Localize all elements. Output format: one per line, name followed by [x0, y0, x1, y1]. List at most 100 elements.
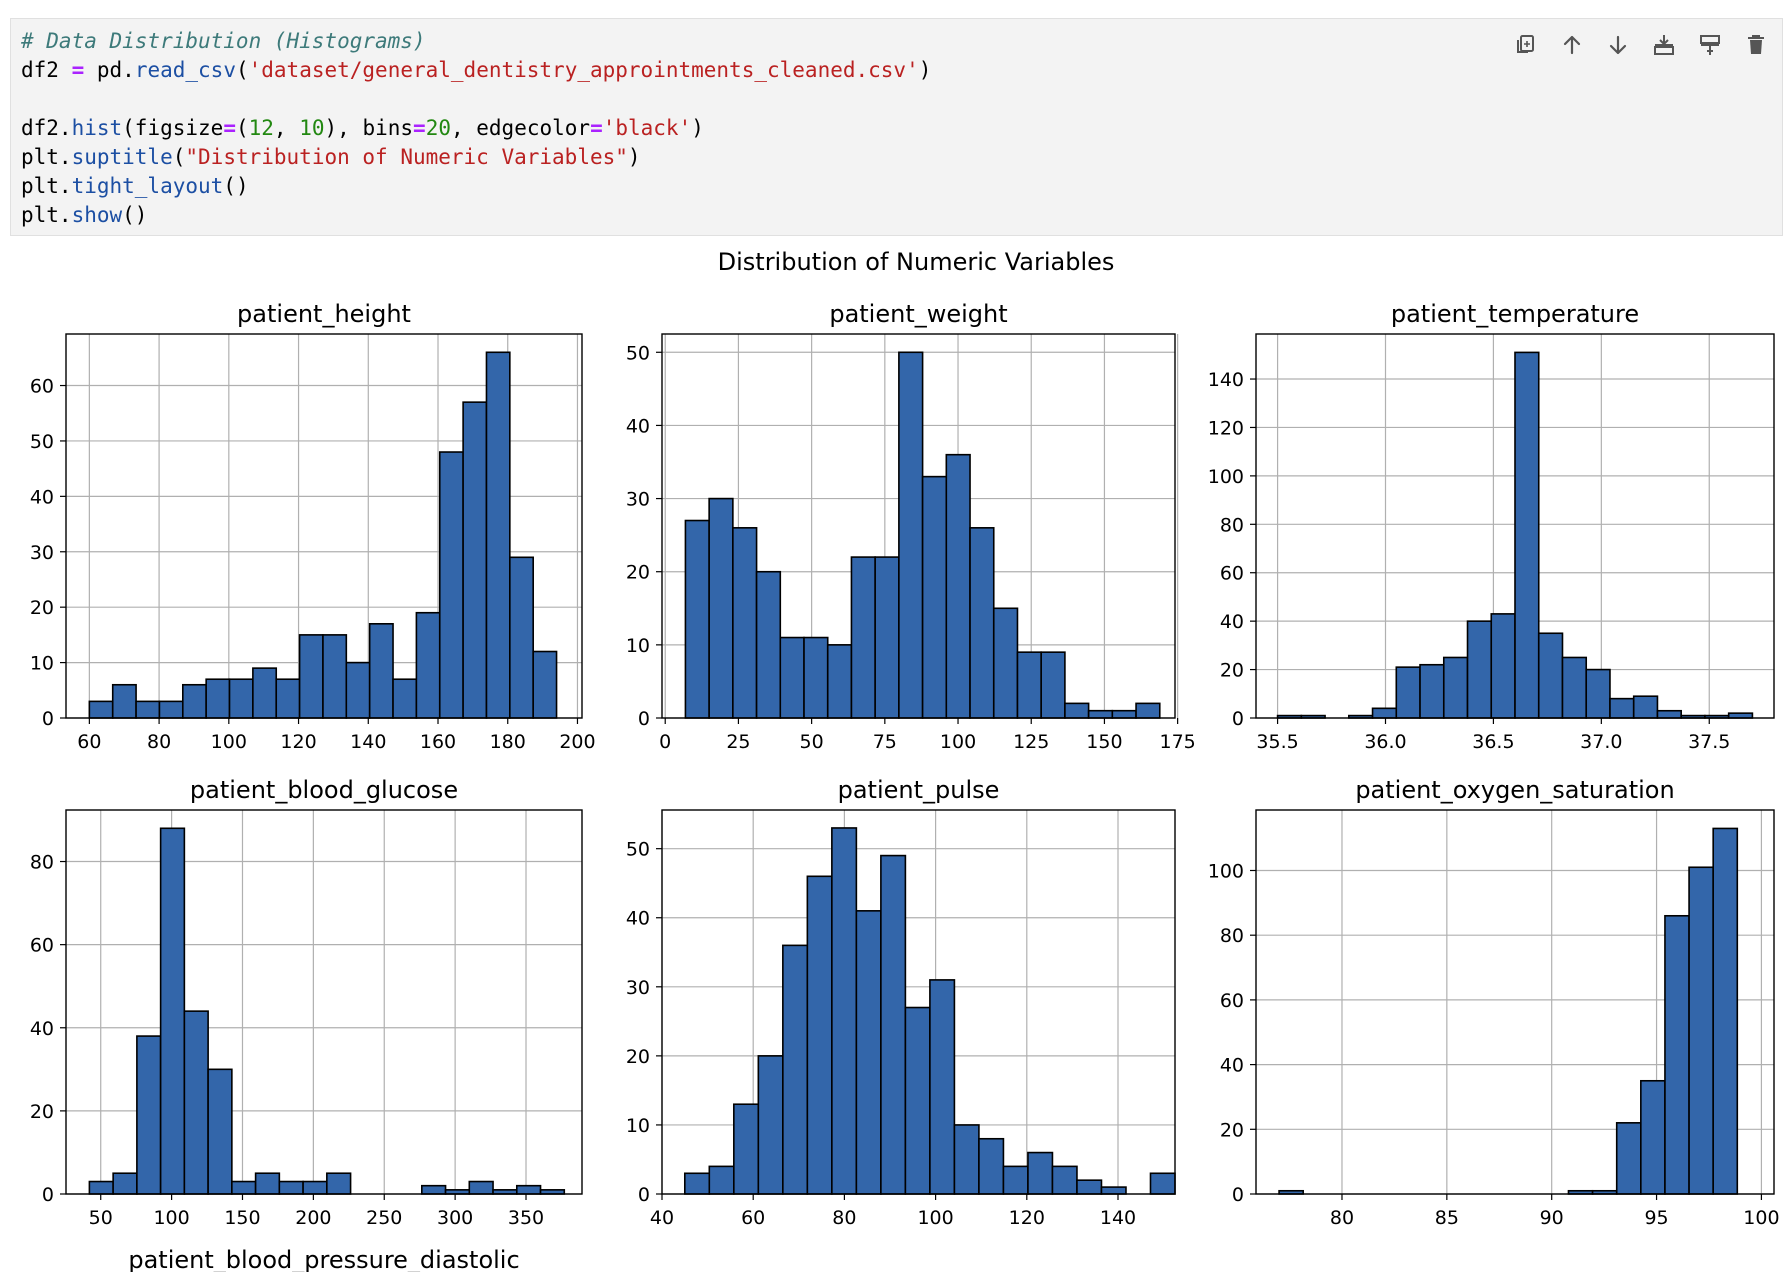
y-tick-label: 40: [30, 486, 54, 508]
histogram-bar: [1016, 651, 1042, 719]
y-tick-label: 20: [30, 1101, 54, 1123]
y-tick-label: 30: [626, 977, 650, 999]
histogram-bar: [368, 623, 394, 719]
x-tick-label: 36.5: [1472, 731, 1514, 753]
code-line: plt.show(): [21, 201, 931, 230]
histogram-bar: [136, 1035, 162, 1195]
y-tick-label: 80: [1220, 925, 1244, 947]
histogram-bar: [298, 634, 324, 719]
histogram-bar: [415, 611, 441, 719]
next-subplot-title: patient_blood_pressure_diastolic: [128, 1246, 519, 1272]
code-token: (): [122, 203, 148, 227]
y-tick-label: 20: [626, 1046, 650, 1068]
histogram-bar: [1712, 827, 1739, 1195]
code-token: plt.: [21, 145, 72, 169]
move-up-button[interactable]: [1554, 27, 1590, 63]
code-token: df2: [21, 58, 72, 82]
code-token: pd.: [84, 58, 135, 82]
histogram-bar: [757, 1055, 784, 1195]
histogram-bar: [1585, 668, 1611, 719]
x-tick-label: 150: [224, 1207, 260, 1229]
code-token: "Distribution of Numeric Variables": [185, 145, 628, 169]
y-tick-label: 10: [626, 1115, 650, 1137]
axes-frame: [1255, 333, 1775, 719]
histogram-bar: [231, 1180, 257, 1195]
x-tick-label: 85: [1435, 1207, 1459, 1229]
x-tick-label: 40: [650, 1207, 674, 1229]
code-token: (: [235, 116, 249, 140]
histogram-bar: [1490, 613, 1516, 719]
histogram-bar: [181, 683, 207, 719]
y-tick-label: 0: [1232, 708, 1244, 730]
histogram-bar: [158, 700, 184, 719]
code-token: (: [172, 145, 186, 169]
x-tick-label: 100: [153, 1207, 189, 1229]
y-tick-label: 40: [626, 908, 650, 930]
code-token: 'dataset/general_dentistry_approintments…: [248, 58, 919, 82]
code-token: ): [691, 116, 704, 140]
y-tick-label: 0: [42, 1184, 54, 1206]
histogram-bar: [509, 556, 534, 719]
x-tick-label: 125: [1013, 731, 1049, 753]
y-tick-label: 100: [1208, 860, 1244, 882]
y-tick-label: 40: [1220, 1055, 1244, 1077]
y-tick-label: 10: [626, 635, 650, 657]
code-token: ): [918, 58, 932, 82]
duplicate-cell-button[interactable]: [1508, 27, 1544, 63]
histogram-bar: [207, 1068, 233, 1195]
histogram-bar: [782, 944, 809, 1195]
x-tick-label: 60: [741, 1207, 765, 1229]
histogram-bar: [1615, 1122, 1642, 1195]
histogram-bar: [1537, 632, 1564, 719]
histogram-bar: [683, 1172, 711, 1195]
histogram-bar: [1442, 656, 1469, 719]
axes-frame: [65, 333, 583, 719]
x-tick-label: 80: [1330, 1207, 1354, 1229]
histogram-bar: [755, 570, 782, 719]
histogram-bar: [992, 607, 1019, 719]
insert-below-button[interactable]: [1646, 27, 1682, 63]
y-tick-label: 10: [30, 653, 54, 675]
histogram-bar: [969, 527, 995, 719]
code-token: ): [627, 145, 641, 169]
insert-above-icon: [1700, 35, 1720, 55]
code-token: , edgecolor: [450, 116, 591, 140]
code-token: tight_layout: [71, 174, 224, 198]
code-token: (figsize: [122, 116, 224, 140]
histogram-bar: [945, 453, 971, 719]
code-token: =: [223, 116, 236, 140]
x-tick-label: 120: [1009, 1207, 1045, 1229]
code-token: ), bins: [324, 116, 414, 140]
histogram-bar: [708, 1165, 735, 1195]
histogram-bar: [135, 700, 161, 719]
insert-above-button[interactable]: [1692, 27, 1728, 63]
subplot-title: patient_height: [237, 300, 411, 328]
code-token: =: [413, 116, 426, 140]
x-tick-label: 100: [1743, 1207, 1779, 1229]
code-editor[interactable]: # Data Distribution (Histograms) df2 = pd…: [21, 27, 931, 230]
move-down-button[interactable]: [1600, 27, 1636, 63]
y-tick-label: 40: [626, 415, 650, 437]
x-tick-label: 180: [490, 731, 526, 753]
histogram-bar: [1135, 702, 1161, 719]
x-tick-label: 120: [280, 731, 316, 753]
x-tick-label: 60: [77, 731, 101, 753]
histogram-bar: [806, 875, 833, 1195]
cell-toolbar: [1508, 27, 1774, 63]
histogram-bar: [978, 1137, 1005, 1195]
y-tick-label: 100: [1208, 466, 1244, 488]
histogram-bar: [88, 700, 114, 719]
histogram-bar: [1076, 1179, 1103, 1195]
histogram-bar: [421, 1184, 447, 1195]
x-tick-label: 35.5: [1256, 731, 1298, 753]
histogram-bar: [326, 1172, 352, 1195]
histogram-bar: [322, 634, 348, 719]
histogram-bar: [1149, 1172, 1176, 1195]
code-cell[interactable]: # Data Distribution (Histograms) df2 = pd…: [10, 18, 1783, 236]
histogram-bar: [438, 451, 464, 719]
y-tick-label: 80: [30, 852, 54, 874]
code-token: df2.: [21, 116, 72, 140]
delete-cell-button[interactable]: [1738, 27, 1774, 63]
histogram-bar: [1727, 712, 1754, 719]
